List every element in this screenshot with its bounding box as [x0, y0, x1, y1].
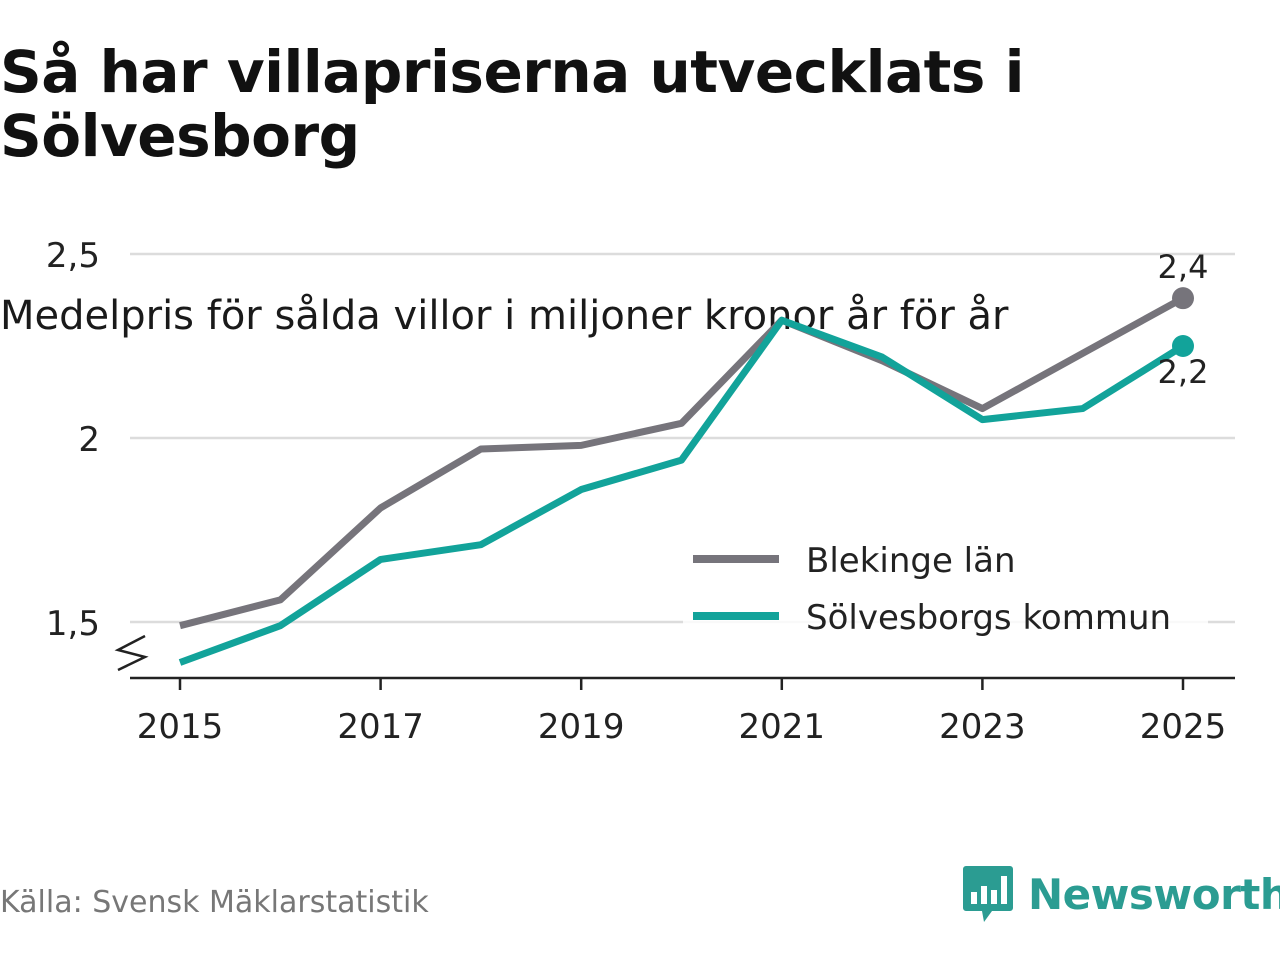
chart-subtitle: Medelpris för sålda villor i miljoner kr…	[0, 293, 1009, 339]
bar-chart-speech-bubble-icon	[963, 866, 1013, 922]
series-line-solvesborg	[178, 316, 1185, 666]
chart-legend: Blekinge län Sölvesborgs kommun	[683, 533, 1208, 641]
chart-title: Så har villapriserna utvecklats i Sölves…	[0, 38, 1024, 170]
end-value-label-blekinge: 2,4	[1158, 248, 1209, 286]
x-tick-label: 2021	[739, 707, 826, 747]
legend-background	[683, 533, 1208, 641]
legend-label-solvesborg: Sölvesborgs kommun	[806, 598, 1171, 638]
end-label-layer: 2,4 2,2	[1158, 248, 1209, 391]
y-tick-label: 2	[78, 420, 100, 460]
series-line-blekinge	[179, 295, 1185, 630]
x-tick-label: 2023	[939, 707, 1026, 747]
data-point-blekinge	[1172, 287, 1194, 310]
x-tick-label: 2019	[538, 707, 625, 747]
x-tick-label: 2017	[337, 707, 424, 747]
x-tick-label: 2015	[137, 707, 224, 747]
brand-logo[interactable]: Newsworthy	[962, 862, 1280, 926]
brand-name: Newsworthy	[1028, 869, 1280, 919]
y-tick-label: 2,5	[46, 236, 100, 276]
legend-label-blekinge: Blekinge län	[806, 541, 1016, 581]
end-value-label-solvesborg: 2,2	[1158, 353, 1209, 391]
axis-break-marker	[114, 634, 149, 672]
source-note: Källa: Svensk Mäklarstatistik	[0, 885, 429, 920]
axis-layer: 1,5 2 2,5 2015 2017 2019 2021 2023 2025	[46, 236, 1235, 747]
data-point-solvesborg	[1172, 335, 1194, 357]
x-tick-label: 2025	[1140, 707, 1227, 747]
series-layer	[178, 287, 1194, 666]
y-tick-label: 1,5	[46, 604, 100, 644]
